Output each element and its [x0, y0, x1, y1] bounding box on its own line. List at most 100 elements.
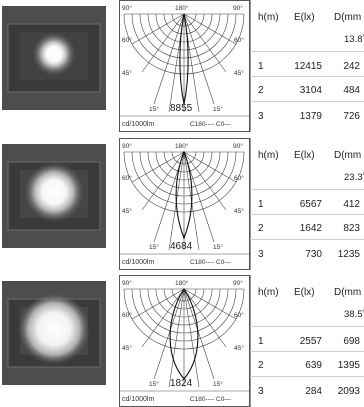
- table-cell: 3: [258, 249, 264, 260]
- table-cell: 2557: [299, 336, 322, 347]
- table-cell: 1395: [337, 360, 360, 371]
- beam-curve: [169, 287, 199, 380]
- product-row-3: 90° 180° 90° 60° 60° 45° 45° 15° 15° 182…: [0, 275, 364, 407]
- unit-label: cd/1000lm: [122, 396, 154, 403]
- angle-label: 15°: [149, 243, 159, 251]
- header-diameter: D(mm: [334, 287, 362, 298]
- divider: [250, 0, 251, 132]
- table-cell: 3104: [299, 85, 322, 96]
- table-cell: 639: [305, 360, 322, 371]
- peak-intensity: 1824: [170, 378, 193, 389]
- product-row-2: 90° 180° 90° 60° 60° 45° 45° 15° 15° 468…: [0, 138, 364, 270]
- angle-label: 60°: [122, 311, 132, 319]
- angle-label: 60°: [234, 174, 244, 182]
- table-cell: 12415: [294, 61, 322, 72]
- angle-label: 60°: [122, 36, 132, 44]
- header-illuminance: E(lx): [294, 12, 315, 23]
- beam-curve: [179, 13, 189, 105]
- unit-label: cd/1000lm: [122, 259, 154, 266]
- angle-label: 45°: [234, 344, 244, 352]
- angle-label: 45°: [122, 69, 132, 77]
- table-cell: 3: [258, 386, 264, 397]
- row-divider: [250, 101, 364, 102]
- polar-diagram: 90° 180° 90° 60° 60° 45° 45° 15° 15° 885…: [119, 0, 250, 132]
- unit-label: cd/1000lm: [122, 121, 154, 128]
- angle-label: 180°: [175, 142, 189, 150]
- table-cell: 726: [343, 111, 360, 122]
- header-illuminance: E(lx): [294, 287, 315, 298]
- product-row-1: 90° 180° 90° 60° 60° 45° 45° 15° 15° 885…: [0, 0, 364, 132]
- header-diameter: D(mm: [334, 150, 362, 161]
- peak-intensity: 4684: [170, 241, 193, 252]
- polar-diagram: 90° 180° 90° 60° 60° 45° 45° 15° 15° 182…: [119, 275, 250, 407]
- illuminance-table: h(m) E(lx) D(mm 13.8˚ 1 12415 242 2 3104…: [250, 0, 364, 132]
- table-cell: 823: [343, 223, 360, 234]
- row-divider: [250, 51, 364, 52]
- peak-intensity: 8855: [170, 103, 193, 114]
- angle-label: 90°: [122, 4, 132, 12]
- row-divider: [250, 239, 364, 240]
- legend-label: C180---- C0—: [190, 259, 231, 266]
- header-illuminance: E(lx): [294, 150, 315, 161]
- table-cell: 3: [258, 111, 264, 122]
- angle-label: 180°: [175, 4, 189, 12]
- table-cell: 284: [305, 386, 322, 397]
- table-cell: 1235: [337, 249, 360, 260]
- row-divider: [250, 214, 364, 215]
- row-divider: [250, 76, 364, 77]
- table-cell: 484: [343, 85, 360, 96]
- angle-label: 90°: [233, 142, 243, 150]
- beam-curve: [175, 150, 193, 240]
- angle-label: 90°: [233, 279, 243, 287]
- angle-label: 180°: [175, 279, 189, 287]
- divider: [250, 275, 251, 407]
- product-photo: [2, 144, 106, 248]
- table-cell: 412: [343, 199, 360, 210]
- table-cell: 2: [258, 223, 264, 234]
- angle-label: 60°: [234, 311, 244, 319]
- table-cell: 2: [258, 360, 264, 371]
- table-cell: 1642: [299, 223, 322, 234]
- table-cell: 698: [343, 336, 360, 347]
- header-height: h(m): [258, 12, 279, 23]
- angle-label: 15°: [213, 105, 223, 113]
- angle-label: 15°: [149, 380, 159, 388]
- illuminance-table: h(m) E(lx) D(mm 23.3˚ 1 6567 412 2 1642 …: [250, 138, 364, 270]
- table-cell: 2093: [337, 386, 360, 397]
- table-cell: 730: [305, 249, 322, 260]
- angle-label: 90°: [122, 142, 132, 150]
- angle-label: 15°: [149, 105, 159, 113]
- table-cell: 6567: [299, 199, 322, 210]
- angle-label: 15°: [213, 380, 223, 388]
- angle-label: 90°: [233, 4, 243, 12]
- table-cell: 1: [258, 199, 264, 210]
- angle-label: 45°: [122, 344, 132, 352]
- angle-label: 45°: [122, 207, 132, 215]
- beam-angle: 23.3˚: [344, 172, 364, 183]
- row-divider: [250, 376, 364, 377]
- legend-label: C180---- C0—: [190, 396, 231, 403]
- product-photo: [2, 281, 106, 385]
- table-cell: 242: [343, 61, 360, 72]
- beam-angle: 13.8˚: [344, 34, 364, 45]
- angle-label: 90°: [122, 279, 132, 287]
- table-cell: 2: [258, 85, 264, 96]
- row-divider: [250, 326, 364, 327]
- row-divider: [250, 189, 364, 190]
- angle-label: 45°: [234, 207, 244, 215]
- polar-diagram: 90° 180° 90° 60° 60° 45° 45° 15° 15° 468…: [119, 138, 250, 270]
- row-divider: [250, 351, 364, 352]
- angle-label: 60°: [234, 36, 244, 44]
- table-cell: 1379: [299, 111, 322, 122]
- table-cell: 1: [258, 61, 264, 72]
- legend-label: C180---- C0—: [190, 121, 231, 128]
- divider: [250, 138, 251, 270]
- angle-label: 15°: [213, 243, 223, 251]
- header-diameter: D(mm: [334, 12, 362, 23]
- header-height: h(m): [258, 287, 279, 298]
- product-photo: [2, 6, 106, 110]
- header-height: h(m): [258, 150, 279, 161]
- illuminance-table: h(m) E(lx) D(mm 38.5˚ 1 2557 698 2 639 1…: [250, 275, 364, 407]
- angle-label: 60°: [122, 174, 132, 182]
- beam-angle: 38.5˚: [344, 309, 364, 320]
